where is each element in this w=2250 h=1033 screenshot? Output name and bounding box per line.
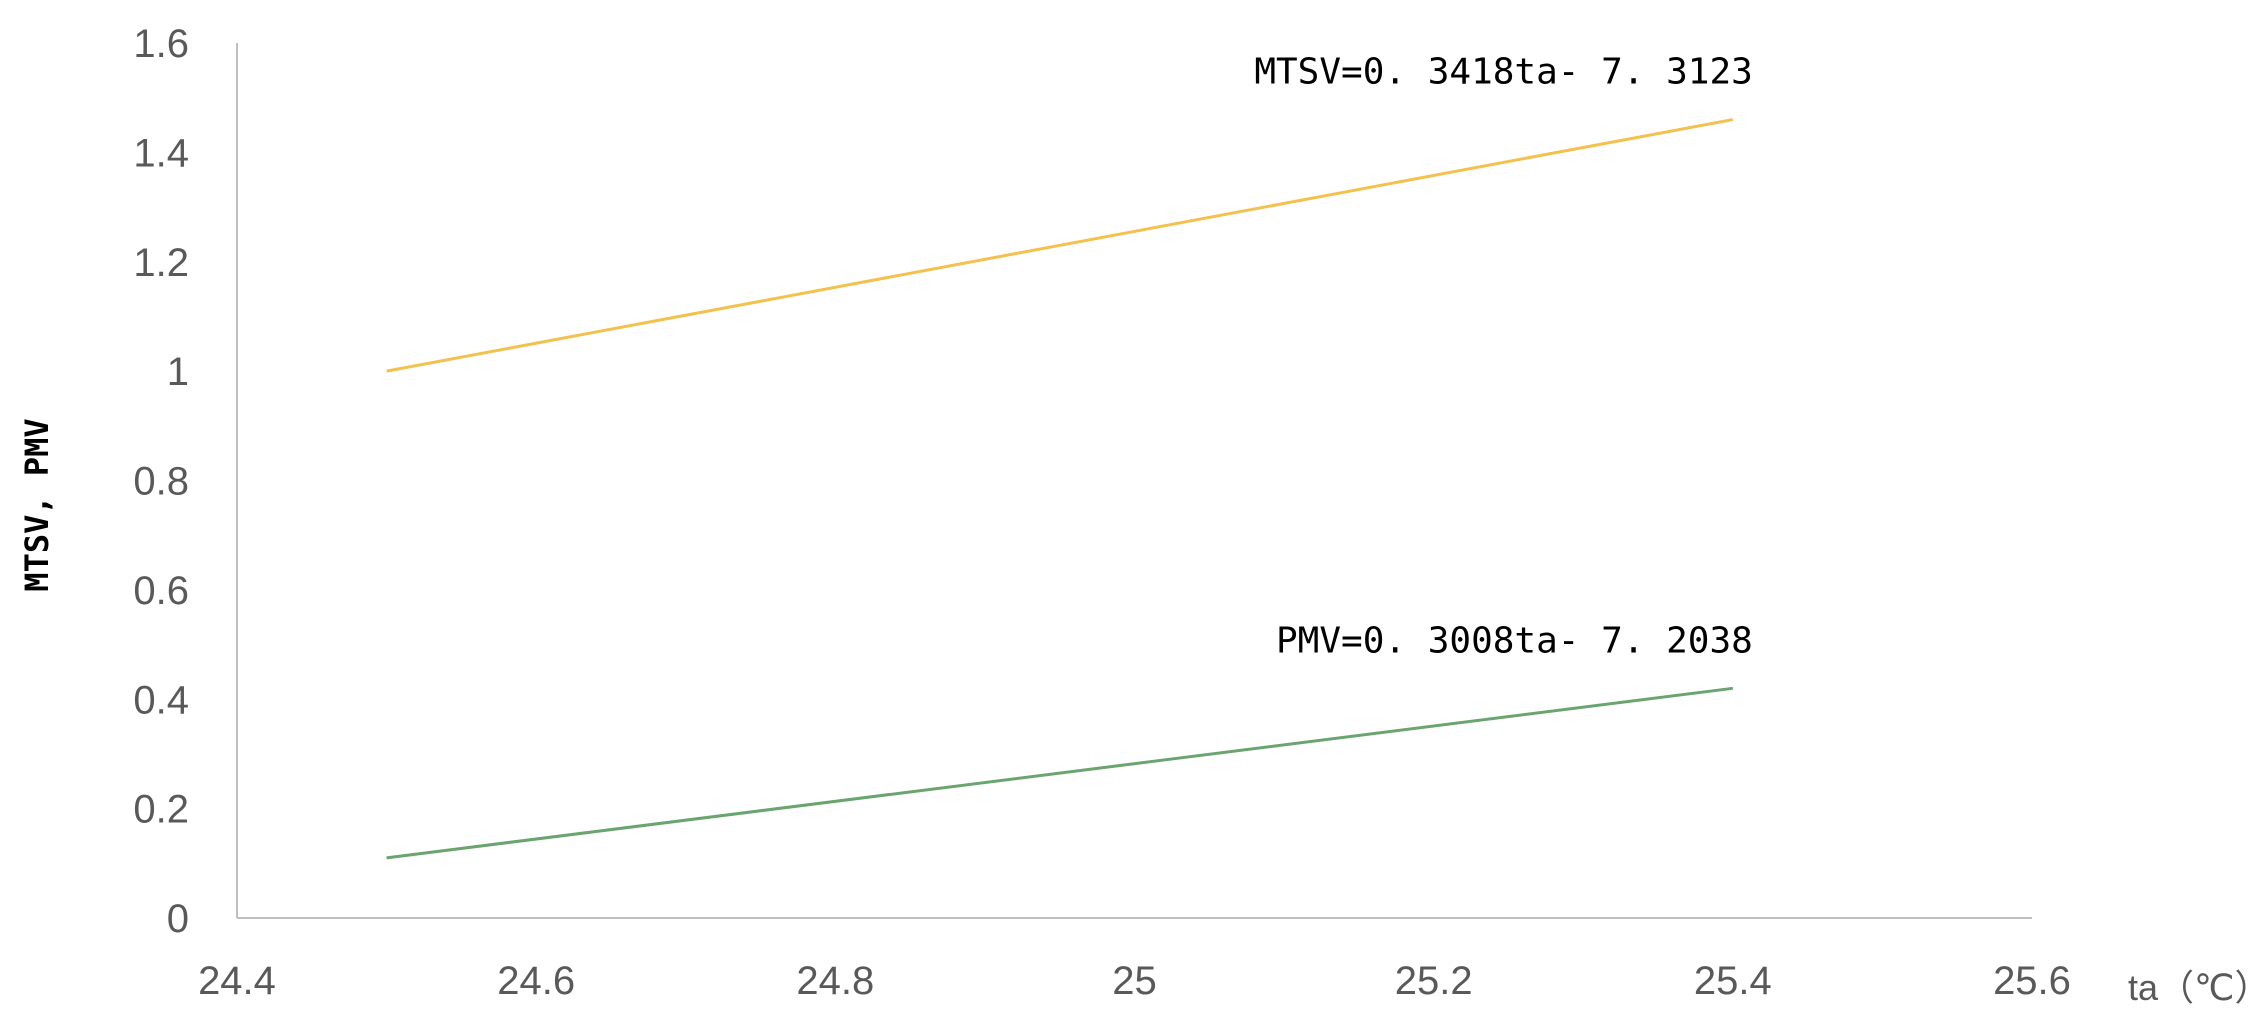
pmv-series-line bbox=[386, 686, 1734, 860]
y-tick-label: 1.2 bbox=[133, 241, 189, 285]
y-tick-label: 0.4 bbox=[133, 678, 189, 722]
x-tick-label: 25.2 bbox=[1395, 959, 1473, 1003]
x-axis-title: ta（℃） bbox=[2128, 967, 2250, 1008]
y-axis-title: MTSV, PMV bbox=[18, 418, 56, 591]
x-axis-ticks: 24.4 24.6 24.8 25 25.2 25.4 25.6 bbox=[198, 959, 2071, 1003]
pmv-equation-label: PMV=0. 3008ta- 7. 2038 bbox=[1276, 620, 1753, 661]
y-tick-label: 0.2 bbox=[133, 788, 189, 832]
x-tick-label: 25.6 bbox=[1993, 959, 2071, 1003]
x-tick-label: 25.4 bbox=[1694, 959, 1772, 1003]
y-tick-label: 1 bbox=[167, 350, 189, 394]
y-tick-label: 0.6 bbox=[133, 569, 189, 613]
y-tick-label: 1.4 bbox=[133, 131, 189, 175]
x-tick-label: 24.4 bbox=[198, 959, 276, 1003]
y-tick-label: 0.8 bbox=[133, 460, 189, 504]
x-tick-label: 24.8 bbox=[796, 959, 874, 1003]
x-tick-label: 25 bbox=[1112, 959, 1157, 1003]
y-tick-label: 0 bbox=[167, 897, 189, 941]
series-group bbox=[386, 118, 1734, 860]
mtsv-series-line bbox=[386, 118, 1734, 373]
y-tick-label: 1.6 bbox=[133, 22, 189, 66]
x-tick-label: 24.6 bbox=[497, 959, 575, 1003]
y-axis-ticks: 0 0.2 0.4 0.6 0.8 1 1.2 1.4 1.6 bbox=[133, 22, 189, 941]
annotations-group: MTSV=0. 3418ta- 7. 3123 PMV=0. 3008ta- 7.… bbox=[1254, 52, 1753, 662]
mtsv-equation-label: MTSV=0. 3418ta- 7. 3123 bbox=[1254, 52, 1753, 93]
